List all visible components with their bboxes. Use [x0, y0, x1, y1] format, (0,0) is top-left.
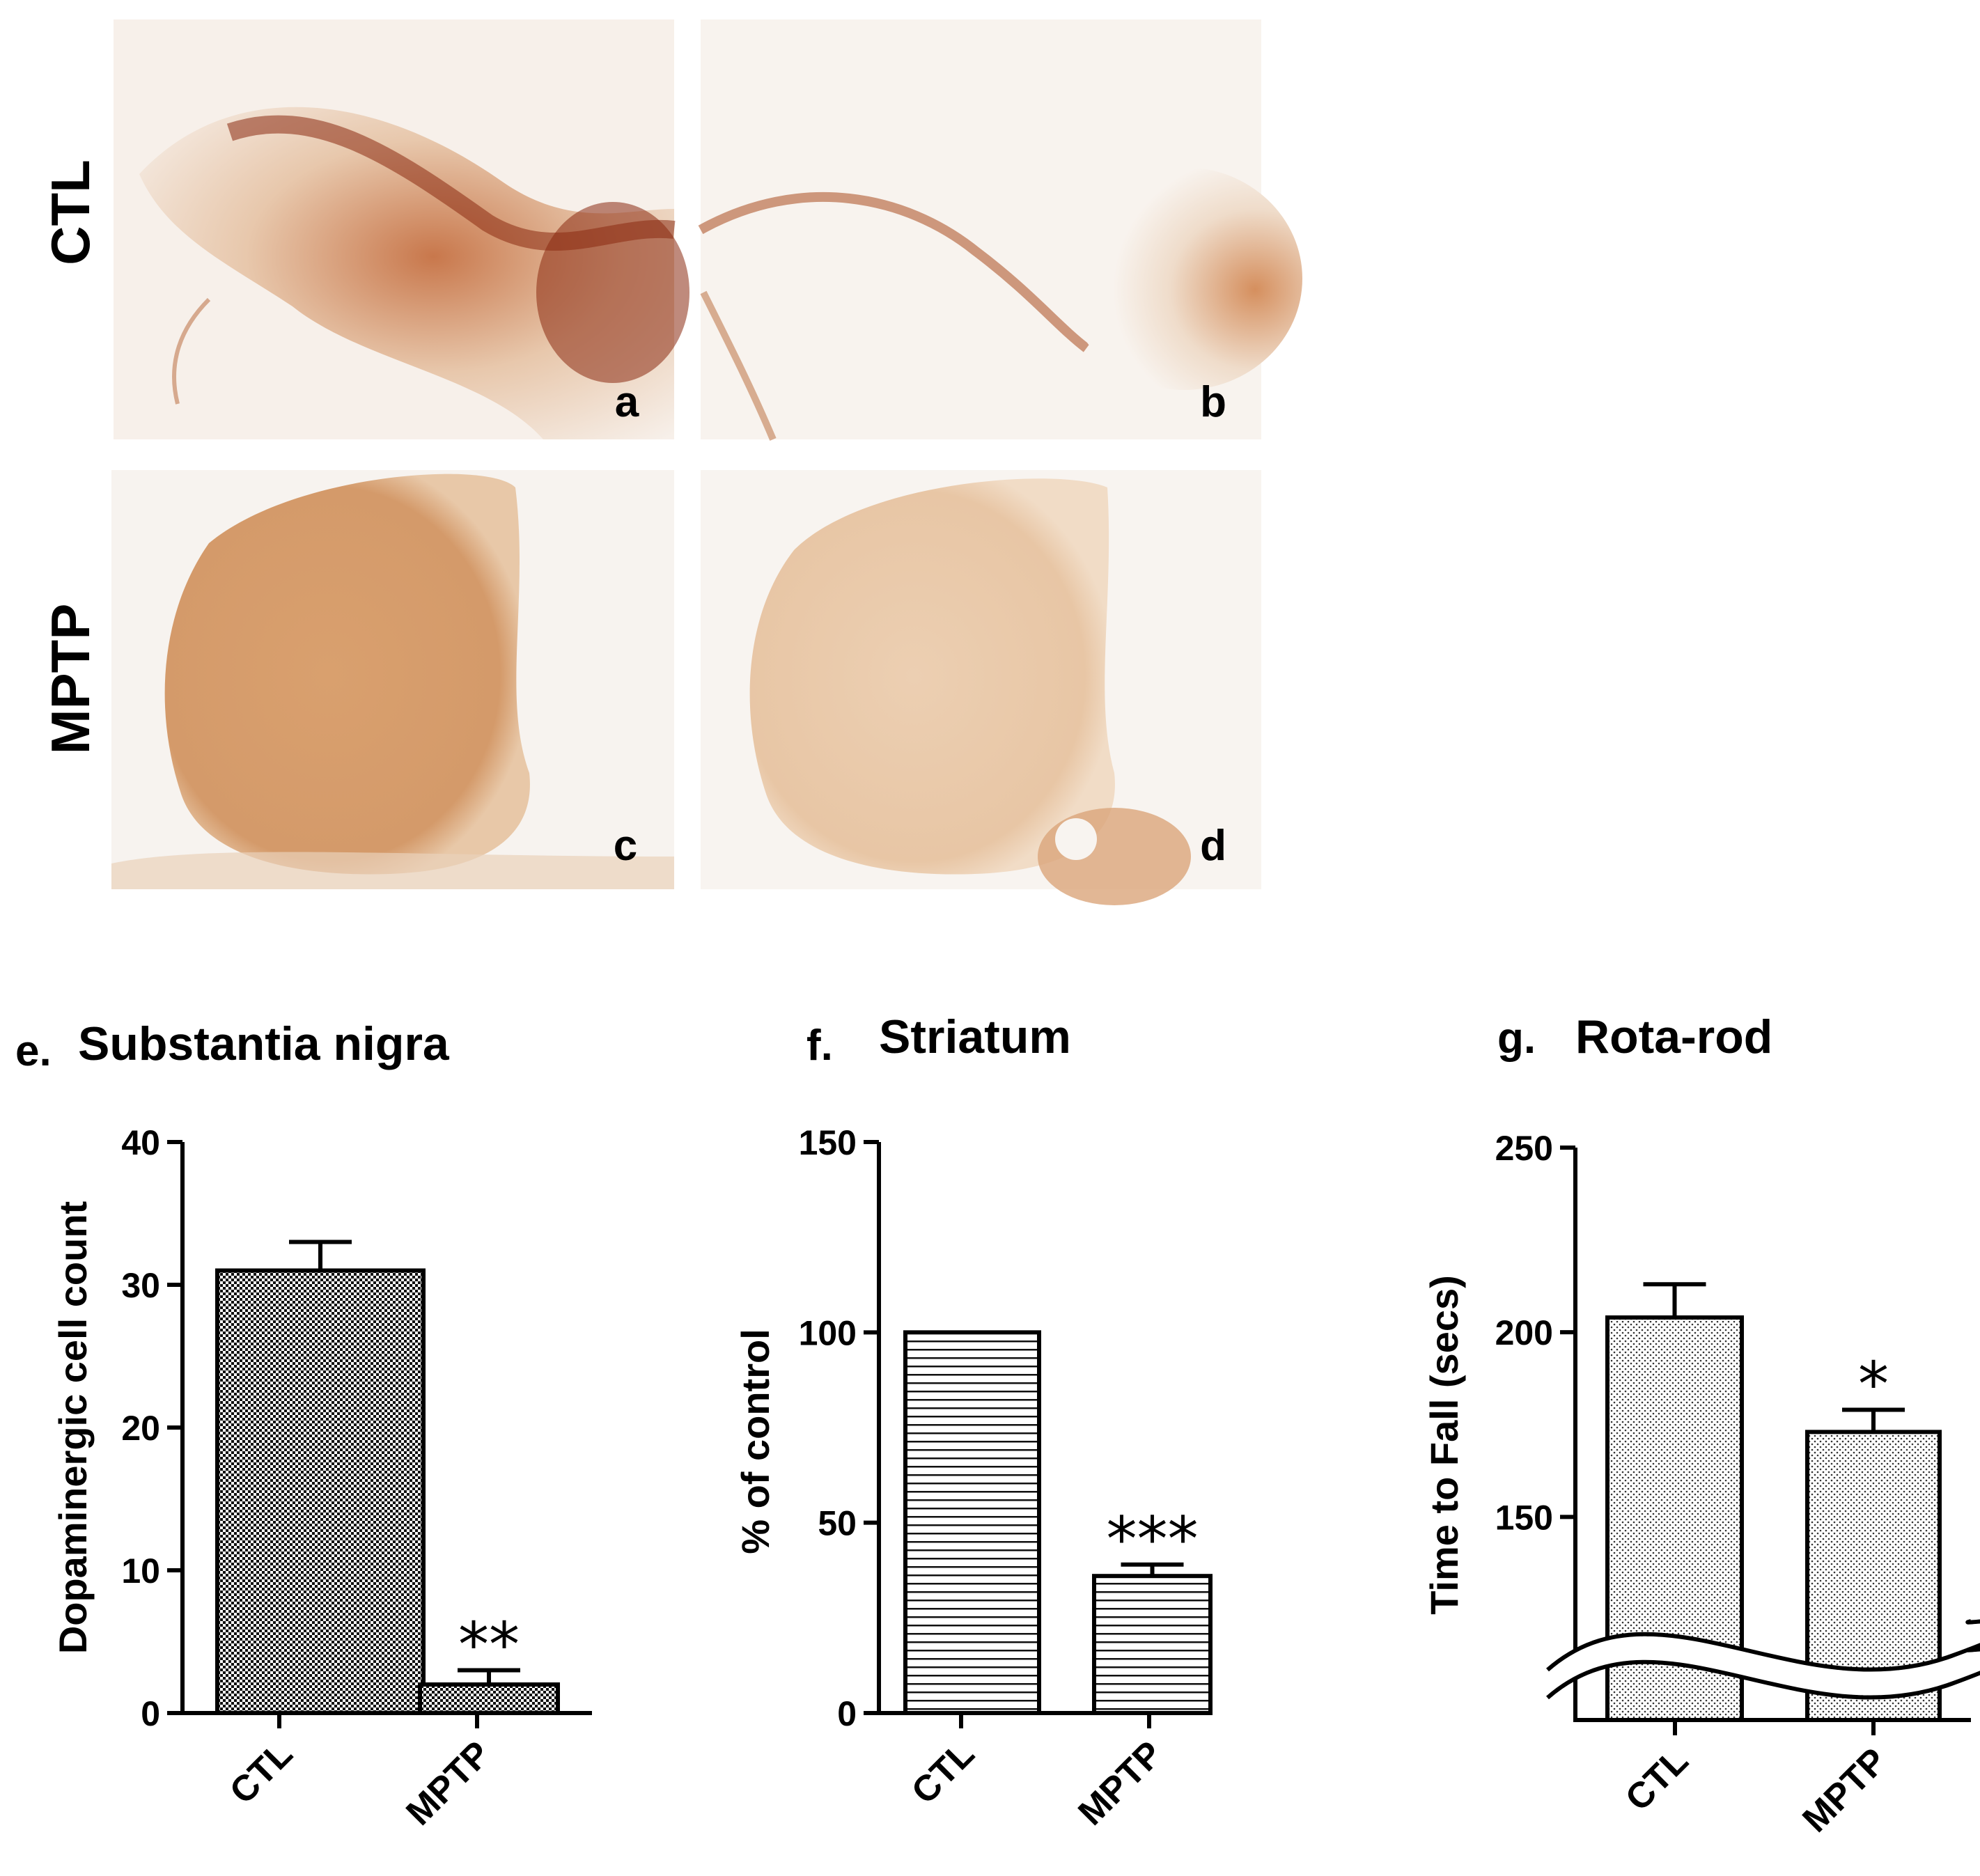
x-tick-label: CTL: [222, 1733, 300, 1811]
y-axis-label-e: Dopaminergic cell count: [51, 1201, 95, 1654]
y-tick-label: 40: [121, 1123, 160, 1162]
chart-title-f: Striatum: [879, 1010, 1071, 1063]
micrograph-a: a: [114, 19, 689, 439]
row-label-ctl: CTL: [40, 159, 101, 265]
panel-letter-d: d: [1200, 822, 1226, 870]
x-tick-label: MPTP: [1795, 1740, 1894, 1840]
y-tick-label: 20: [121, 1409, 160, 1448]
y-tick-label: 100: [799, 1313, 857, 1352]
bar-ctl: [903, 1330, 1041, 1716]
micrograph-d: d: [701, 470, 1261, 905]
chart-rota-rod: g. Rota-rod Time to Fall (secs) 150 200 25…: [1422, 1010, 1980, 1840]
row-label-mptp: MPTP: [40, 604, 101, 755]
panel-letter-b: b: [1200, 378, 1226, 426]
axis-break-line: [1546, 1647, 1980, 1700]
y-tick-label: 50: [818, 1504, 857, 1543]
x-tick-label: CTL: [904, 1733, 982, 1811]
panel-label-f: f.: [806, 1022, 833, 1070]
chart-substantia-nigra: e. Substantia nigra Dopaminergic cell co…: [15, 1017, 592, 1834]
chart-title-e: Substantia nigra: [78, 1017, 450, 1070]
y-axis-label-g: Time to Fall (secs): [1422, 1275, 1466, 1615]
x-tick-label: CTL: [1618, 1740, 1696, 1818]
y-tick-label: 30: [121, 1266, 160, 1305]
chart-striatum: f. Striatum % of control 0 50 100 150 CTL ***…: [733, 1010, 1213, 1834]
y-tick-label: 0: [837, 1694, 857, 1733]
y-axis-label-f: % of control: [733, 1329, 777, 1554]
bar-ctl: [215, 1268, 426, 1715]
bar-mptp: [418, 1682, 560, 1715]
micrograph-c: c: [111, 470, 674, 889]
x-tick-label: MPTP: [398, 1733, 498, 1833]
micrograph-b: b: [698, 19, 1302, 441]
panel-label-e: e.: [15, 1027, 52, 1075]
y-tick-label: 10: [121, 1551, 160, 1590]
x-tick-label: MPTP: [1070, 1733, 1170, 1833]
panel-letter-c: c: [614, 822, 637, 870]
y-tick-label: 200: [1495, 1313, 1553, 1352]
panel-label-g: g.: [1497, 1015, 1536, 1063]
axis-break-band: [1539, 1623, 1980, 1696]
bar-mptp: [1092, 1574, 1213, 1715]
chart-title-g: Rota-rod: [1575, 1010, 1772, 1063]
significance-marker: **: [458, 1609, 520, 1681]
y-tick-label: 250: [1495, 1129, 1553, 1168]
panel-letter-a: a: [615, 378, 639, 426]
axis-break-line: [1546, 1619, 1980, 1672]
significance-marker: *: [1858, 1349, 1889, 1421]
significance-marker: ***: [1107, 1503, 1199, 1575]
y-tick-label: 150: [1495, 1498, 1553, 1537]
y-tick-label: 0: [141, 1694, 160, 1733]
y-tick-label: 150: [799, 1123, 857, 1162]
